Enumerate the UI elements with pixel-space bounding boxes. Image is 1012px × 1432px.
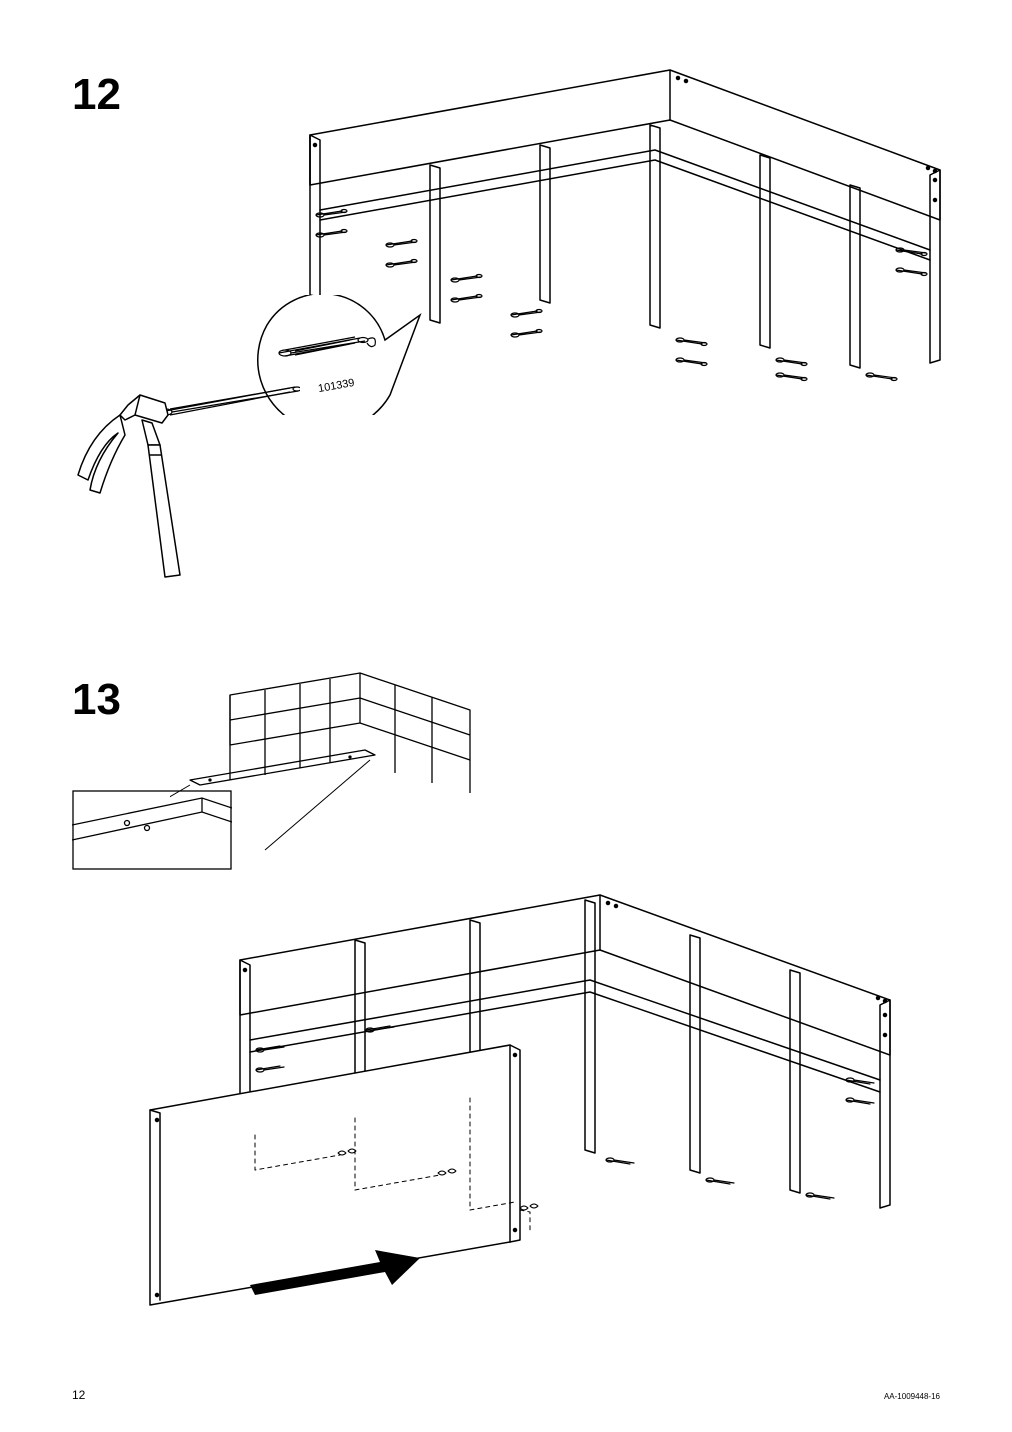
step13-main-diagram: [120, 870, 940, 1340]
page-number: 12: [72, 1388, 85, 1402]
step-12-number: 12: [72, 70, 121, 120]
step13-detail-box: [72, 790, 232, 870]
step-13-number: 13: [72, 675, 121, 725]
assembly-instruction-page: 12: [0, 0, 1012, 1432]
document-id: AA-1009448-16: [884, 1392, 940, 1401]
hammer-icon: [70, 365, 300, 595]
